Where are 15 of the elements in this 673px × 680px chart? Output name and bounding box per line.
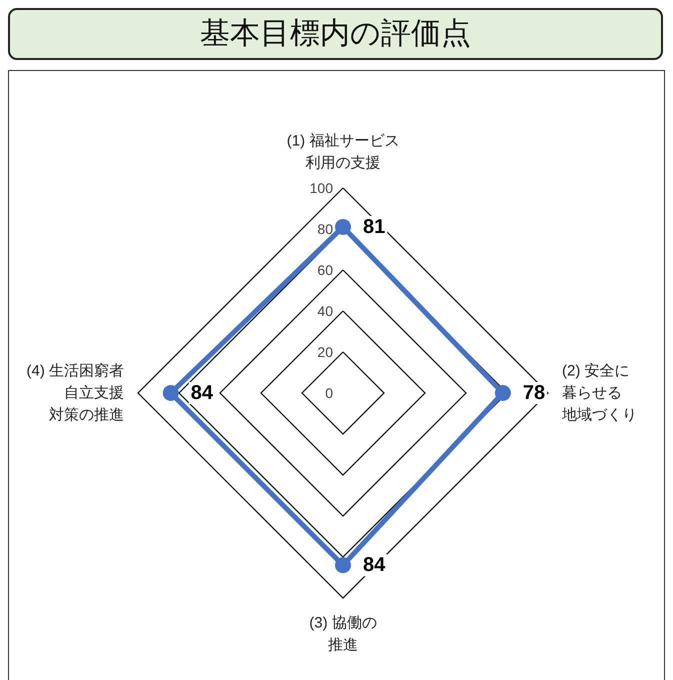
y-tick-label: 40 [317, 303, 334, 319]
spoke-label: (1) 福祉サービス利用の支援 [286, 132, 400, 172]
y-tick-label: 100 [310, 180, 334, 196]
data-label: 81 [363, 216, 386, 238]
y-tick-label: 60 [317, 262, 334, 278]
y-tick-label: 20 [317, 344, 334, 360]
spoke-label: (4) 生活困窮者自立支援対策の推進 [26, 362, 124, 424]
data-label: 84 [363, 554, 386, 576]
spoke-label: (3) 協働の推進 [309, 614, 377, 654]
y-tick-label: 80 [317, 221, 334, 237]
spoke-label: (2) 安全に暮らせる地域づくり [561, 362, 637, 424]
data-label: 84 [190, 382, 214, 404]
data-label: 78 [522, 382, 546, 404]
chart-title: 基本目標内の評価点 [8, 8, 663, 60]
y-tick-label: 0 [325, 385, 334, 401]
